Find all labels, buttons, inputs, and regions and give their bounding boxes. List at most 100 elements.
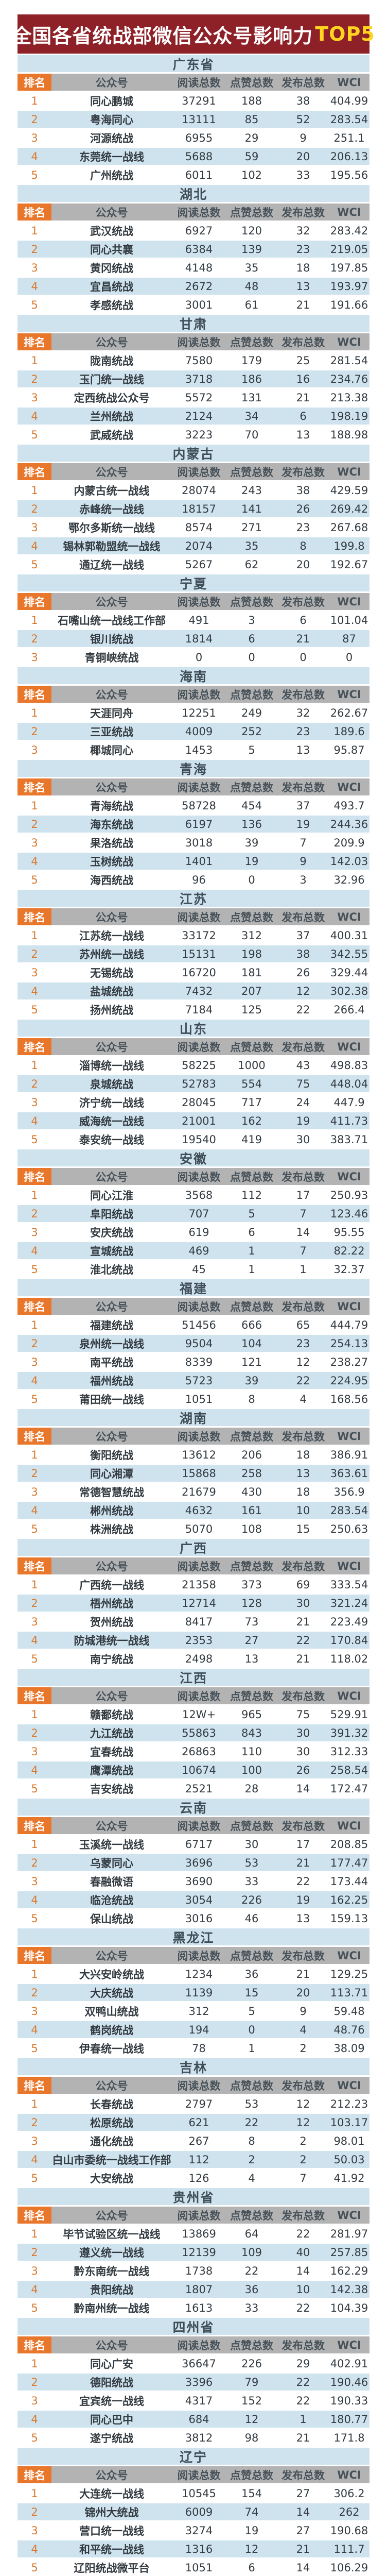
header-wci: WCI [337, 910, 361, 923]
cell-reads: 16720 [182, 966, 216, 979]
cell-rank: 1 [31, 484, 38, 497]
cell-wci: 333.54 [330, 1578, 368, 1591]
cell-posts: 33 [296, 168, 310, 181]
cell-wci: 383.71 [330, 1133, 368, 1146]
table-row: 5 南宁统战 2498 13 21 118.02 [17, 1650, 370, 1667]
cell-name: 德阳统战 [90, 2376, 133, 2389]
cell-posts: 23 [296, 521, 310, 534]
cell-name: 海东统战 [90, 818, 133, 831]
cell-posts: 40 [296, 2246, 310, 2259]
cell-name: 通化统战 [90, 2135, 133, 2148]
cell-wci: 0 [345, 651, 353, 664]
cell-likes: 102 [241, 168, 262, 181]
cell-likes: 249 [241, 706, 262, 719]
cell-rank: 4 [31, 2023, 38, 2036]
cell-name: 广州统战 [90, 169, 133, 182]
table-row: 4 郴州统战 4632 161 10 283.54 [17, 1502, 370, 1519]
cell-rank: 1 [31, 224, 38, 237]
cell-posts: 16 [296, 372, 310, 385]
cell-rank: 5 [31, 558, 38, 571]
cell-wci: 254.13 [330, 1337, 368, 1350]
cell-rank: 4 [31, 2283, 38, 2296]
cell-rank: 2 [31, 2246, 38, 2259]
cell-wci: 329.44 [330, 966, 368, 979]
header-likes: 点赞总数 [230, 1820, 273, 1833]
cell-reads: 684 [188, 2413, 209, 2426]
cell-reads: 13612 [182, 1448, 216, 1461]
cell-rank: 2 [31, 1207, 38, 1220]
cell-posts: 9 [300, 855, 307, 868]
cell-reads: 52783 [182, 1077, 216, 1090]
cell-reads: 15868 [182, 1467, 216, 1480]
cell-posts: 13 [296, 428, 310, 441]
table-row: 1 大兴安岭统战 1234 36 21 129.25 [17, 1965, 370, 1982]
cell-rank: 1 [31, 2097, 38, 2110]
table-row: 1 陇南统战 7580 179 25 281.54 [17, 352, 370, 369]
cell-likes: 12 [244, 2543, 259, 2555]
cell-rank: 2 [31, 113, 38, 126]
table-row: 4 鹤岗统战 194 0 4 48.76 [17, 2021, 370, 2038]
cell-likes: 252 [241, 725, 262, 738]
table-row: 1 福建统战 51456 666 65 444.79 [17, 1316, 370, 1333]
cell-wci: 106.29 [330, 2561, 368, 2574]
table-header-row: 排名 公众号 阅读总数 点赞总数 发布总数 WCI [17, 1298, 370, 1315]
cell-posts: 22 [296, 1875, 310, 1888]
province-section: 内蒙古 排名 公众号 阅读总数 点赞总数 发布总数 WCI 1 内蒙古统一战线 28074 243 3… [17, 445, 370, 573]
cell-posts: 22 [296, 2227, 310, 2240]
cell-posts: 25 [296, 354, 310, 367]
table-row: 4 贵阳统战 1807 36 10 142.38 [17, 2281, 370, 2298]
header-reads: 阅读总数 [177, 688, 221, 701]
cell-reads: 96 [192, 873, 206, 886]
cell-name: 双鸭山统战 [84, 2005, 139, 2018]
page-title-highlight: TOP5 [315, 23, 375, 45]
cell-wci: 192.67 [330, 558, 368, 571]
table-row: 4 兰州统战 2124 34 6 198.19 [17, 408, 370, 425]
cell-posts: 13 [296, 743, 310, 756]
cell-wci: 447.9 [333, 1096, 365, 1109]
cell-reads: 6955 [185, 131, 213, 144]
table-header-row: 排名 公众号 阅读总数 点赞总数 发布总数 WCI [17, 593, 370, 610]
cell-name: 同心鹏城 [90, 95, 133, 108]
cell-rank: 3 [31, 1226, 38, 1239]
table-row: 5 莆田统一战线 1051 8 4 168.56 [17, 1391, 370, 1408]
province-section: 海南 排名 公众号 阅读总数 点赞总数 发布总数 WCI 1 天涯同舟 12251 249 32 262… [17, 667, 370, 758]
table-row: 2 苏州统一战线 15131 198 38 342.55 [17, 945, 370, 962]
table-header-row: 排名 公众号 阅读总数 点赞总数 发布总数 WCI [17, 1817, 370, 1834]
cell-rank: 4 [31, 1893, 38, 1906]
cell-wci: 197.85 [330, 261, 368, 274]
cell-rank: 2 [31, 502, 38, 515]
header-name: 公众号 [95, 1690, 128, 1703]
cell-reads: 12W+ [182, 1708, 216, 1721]
cell-rank: 2 [31, 632, 38, 645]
province-title: 黑龙江 [17, 1928, 370, 1945]
table-row: 2 三亚统战 4009 252 23 189.6 [17, 723, 370, 740]
header-rank: 排名 [17, 2466, 51, 2483]
header-posts: 发布总数 [282, 1950, 325, 1962]
cell-reads: 5267 [185, 558, 213, 571]
cell-wci: 95.55 [333, 1226, 365, 1239]
cell-wci: 251.1 [333, 131, 365, 144]
header-posts: 发布总数 [282, 596, 325, 608]
header-likes: 点赞总数 [230, 1171, 273, 1183]
cell-name: 大兴安岭统战 [79, 1968, 144, 1981]
cell-rank: 5 [31, 1133, 38, 1146]
cell-rank: 3 [31, 391, 38, 404]
cell-name: 衡阳统战 [90, 1449, 133, 1462]
cell-reads: 8417 [185, 1615, 213, 1628]
cell-posts: 38 [296, 94, 310, 107]
cell-wci: 209.9 [333, 836, 365, 849]
cell-rank: 3 [31, 1615, 38, 1628]
page-title: 全国各省统战部微信公众号影响力 [12, 24, 313, 47]
header-likes: 点赞总数 [230, 1430, 273, 1443]
cell-rank: 1 [31, 1708, 38, 1721]
table-header-row: 排名 公众号 阅读总数 点赞总数 发布总数 WCI [17, 2207, 370, 2224]
header-reads: 阅读总数 [177, 1950, 221, 1962]
cell-posts: 23 [296, 1337, 310, 1350]
cell-name: 长春统战 [90, 2098, 133, 2111]
province-title: 四州省 [17, 2318, 370, 2335]
header-name: 公众号 [95, 466, 128, 479]
cell-likes: 53 [244, 1856, 259, 1869]
cell-wci: 95.87 [333, 743, 365, 756]
cell-likes: 39 [244, 1374, 259, 1387]
cell-name: 宣城统战 [90, 1245, 133, 1258]
